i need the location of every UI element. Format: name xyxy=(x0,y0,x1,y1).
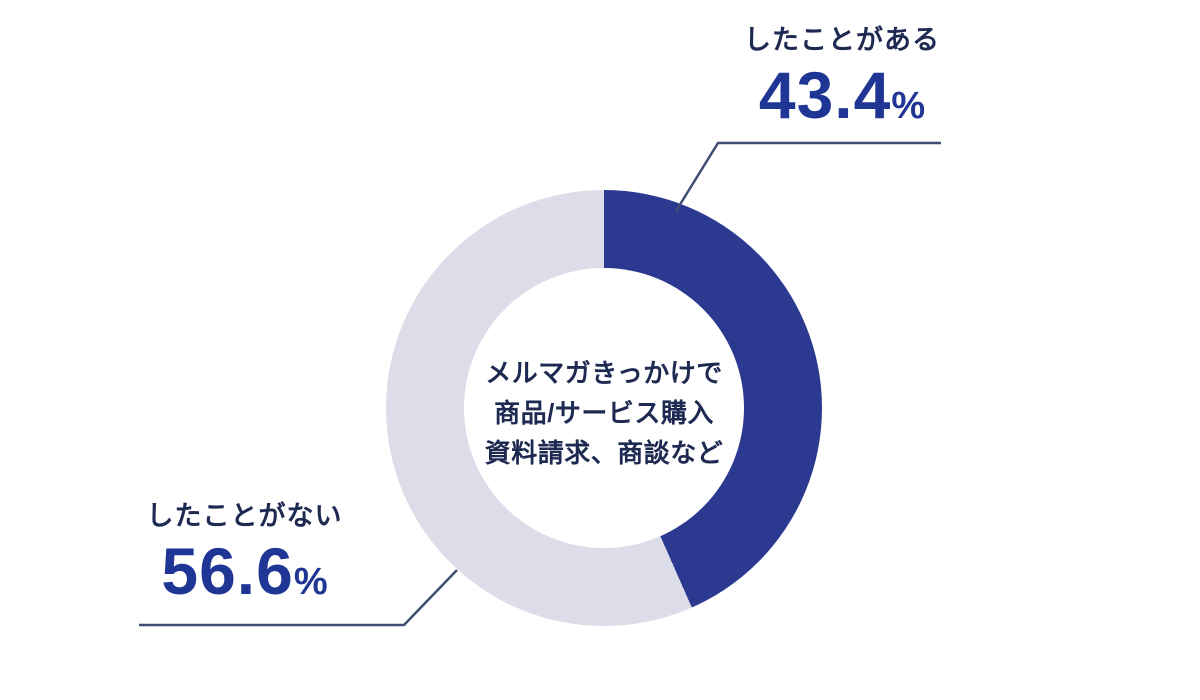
callout-no-value-row: 56.6% xyxy=(122,538,367,604)
donut-hole xyxy=(464,268,744,548)
center-label-line-2: 商品/サービス購入 xyxy=(494,397,714,428)
donut-chart: メルマガきっかけで 商品/サービス購入 資料請求、商談など xyxy=(386,190,822,626)
callout-no-unit: % xyxy=(293,561,328,604)
callout-no-value: 56.6 xyxy=(161,534,294,609)
callout-yes-label: したことがある xyxy=(744,25,940,55)
center-label-line-3: 資料請求、商談など xyxy=(484,438,724,469)
callout-yes: したことがある 43.4% xyxy=(714,24,970,128)
donut-center-label: メルマガきっかけで 商品/サービス購入 資料請求、商談など xyxy=(386,190,822,626)
callout-no-label: したことがない xyxy=(146,501,343,531)
callout-yes-unit: % xyxy=(891,85,926,128)
callout-yes-value-row: 43.4% xyxy=(714,62,970,128)
center-label-line-1: メルマガきっかけで xyxy=(485,357,723,388)
callout-no: したことがない 56.6% xyxy=(122,500,367,604)
callout-yes-value: 43.4 xyxy=(758,58,892,133)
